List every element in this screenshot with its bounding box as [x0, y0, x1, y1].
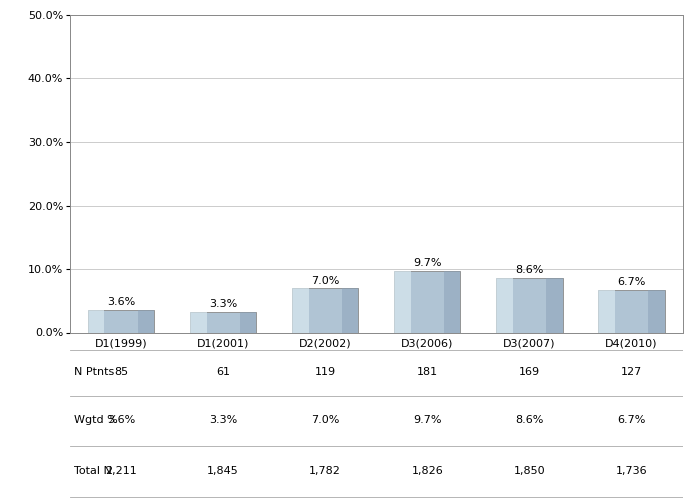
Text: Wgtd %: Wgtd %: [74, 415, 118, 425]
Bar: [444, 271, 461, 332]
Text: 9.7%: 9.7%: [413, 415, 442, 425]
Text: 1,845: 1,845: [207, 466, 239, 476]
Bar: [342, 288, 358, 333]
Text: 2,211: 2,211: [105, 466, 137, 476]
Bar: [496, 278, 513, 332]
Bar: [648, 290, 664, 333]
Text: 1,736: 1,736: [615, 466, 648, 476]
Text: 169: 169: [519, 367, 540, 377]
Text: N Ptnts: N Ptnts: [74, 367, 114, 377]
Bar: [292, 288, 309, 333]
Bar: [496, 278, 563, 332]
Text: 6.7%: 6.7%: [617, 415, 645, 425]
Text: 3.3%: 3.3%: [209, 299, 237, 309]
Text: 119: 119: [314, 367, 336, 377]
Text: Total N: Total N: [74, 466, 112, 476]
Text: 3.3%: 3.3%: [209, 415, 237, 425]
Bar: [598, 290, 615, 333]
Text: 85: 85: [114, 367, 128, 377]
Text: 61: 61: [216, 367, 230, 377]
Text: 181: 181: [416, 367, 438, 377]
Text: 1,782: 1,782: [309, 466, 341, 476]
Bar: [598, 290, 664, 333]
Text: 127: 127: [621, 367, 642, 377]
Bar: [239, 312, 256, 332]
Bar: [88, 310, 104, 332]
Bar: [88, 310, 154, 332]
Text: 7.0%: 7.0%: [311, 276, 340, 285]
Text: 6.7%: 6.7%: [617, 278, 645, 287]
Text: 7.0%: 7.0%: [311, 415, 340, 425]
Bar: [394, 271, 461, 332]
Text: 8.6%: 8.6%: [515, 266, 544, 276]
Text: 1,826: 1,826: [412, 466, 443, 476]
Bar: [292, 288, 358, 333]
Text: 9.7%: 9.7%: [413, 258, 442, 268]
Bar: [138, 310, 154, 332]
Text: 3.6%: 3.6%: [107, 415, 135, 425]
Text: 1,850: 1,850: [514, 466, 545, 476]
Bar: [190, 312, 206, 332]
Bar: [546, 278, 563, 332]
Bar: [394, 271, 411, 332]
Text: 3.6%: 3.6%: [107, 297, 135, 307]
Text: 8.6%: 8.6%: [515, 415, 544, 425]
Bar: [190, 312, 256, 332]
